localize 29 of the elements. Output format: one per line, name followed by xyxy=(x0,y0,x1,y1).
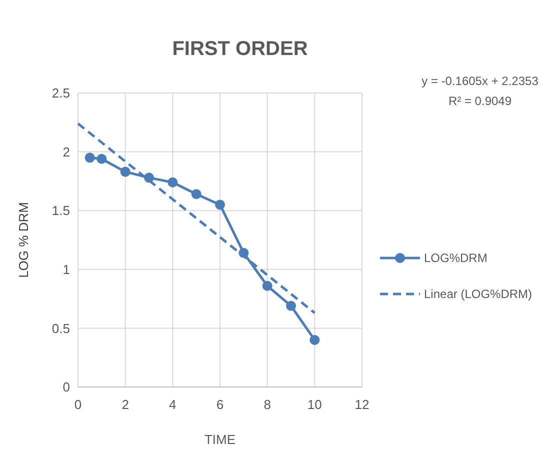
point xyxy=(84,152,95,163)
point xyxy=(120,166,130,177)
x-tick-label: 6 xyxy=(216,397,224,412)
y-tick-label: 2.5 xyxy=(52,86,70,101)
y-tick-label: 0 xyxy=(62,380,70,395)
x-tick-label: 0 xyxy=(74,397,82,412)
x-tick-label: 4 xyxy=(169,397,176,412)
point xyxy=(96,154,107,164)
x-tick-label: 2 xyxy=(122,397,129,412)
y-axis-title: LOG % DRM xyxy=(16,202,31,278)
point xyxy=(191,189,202,200)
text: R² = 0.9049 xyxy=(448,94,512,108)
x-tick-label: 12 xyxy=(354,397,370,412)
x-axis-title: TIME xyxy=(204,432,236,447)
x-tick-label: 10 xyxy=(307,397,322,412)
y-tick-label: 1.5 xyxy=(52,203,70,218)
point xyxy=(215,200,225,210)
y-tick-label: 2 xyxy=(62,144,70,160)
point xyxy=(286,300,296,311)
legend-label: LOG%DRM xyxy=(424,251,488,266)
chart-title: FIRST ORDER xyxy=(172,38,308,60)
x-tick-label: 8 xyxy=(264,397,271,412)
legend-label: Linear (LOG%DRM) xyxy=(424,287,532,302)
y-tick-label: 1 xyxy=(62,262,70,277)
text: y = -0.1605x + 2.2353 xyxy=(422,74,539,88)
point xyxy=(168,177,178,188)
y-tick-label: 0.5 xyxy=(52,320,70,336)
point xyxy=(310,334,320,345)
point xyxy=(262,280,272,291)
